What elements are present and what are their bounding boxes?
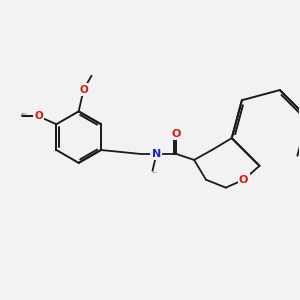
Text: methoxy: methoxy xyxy=(21,114,27,115)
Text: methoxy: methoxy xyxy=(22,113,28,114)
Text: O: O xyxy=(79,85,88,94)
Text: O: O xyxy=(239,175,248,185)
Text: methyl: methyl xyxy=(152,172,158,173)
Text: O: O xyxy=(34,111,43,121)
Text: O: O xyxy=(172,129,181,139)
Text: N: N xyxy=(152,149,161,159)
